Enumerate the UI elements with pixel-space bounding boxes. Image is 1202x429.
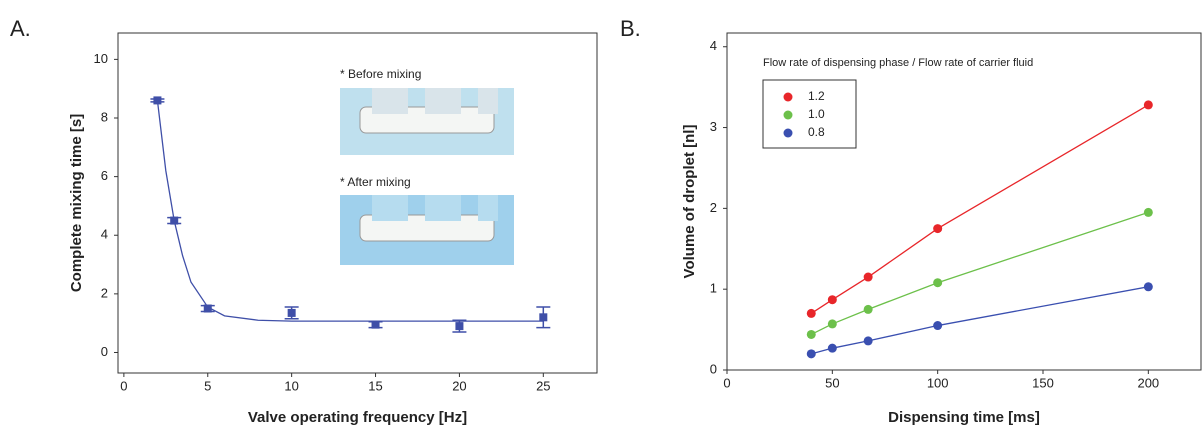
point — [827, 343, 837, 353]
x-tick-label: 100 — [927, 375, 949, 390]
series-line — [810, 211, 1149, 336]
x-tick-label: 10 — [284, 378, 298, 393]
legend-marker — [783, 92, 793, 102]
y-tick-label: 4 — [101, 227, 108, 242]
panel-label: B. — [620, 16, 641, 41]
x-tick-label: 20 — [452, 378, 466, 393]
y-tick-label: 2 — [710, 200, 717, 215]
plot-frame — [726, 32, 1202, 371]
x-axis-title: Dispensing time [ms] — [888, 409, 1040, 426]
x-tick-label: 150 — [1032, 375, 1054, 390]
y-tick-label: 1 — [710, 281, 717, 296]
annotation: * Before mixing — [340, 67, 421, 81]
x-tick-label: 25 — [536, 378, 550, 393]
y-tick-label: 0 — [101, 344, 108, 359]
point — [539, 313, 548, 322]
point — [153, 96, 162, 105]
point — [806, 329, 816, 339]
series-line — [811, 286, 1149, 355]
x-tick-label: 5 — [204, 378, 211, 393]
panel-label: A. — [10, 16, 31, 41]
y-axis-title: Complete mixing time [s] — [68, 114, 85, 292]
point — [1143, 282, 1153, 292]
y-tick-label: 8 — [101, 109, 108, 124]
point — [1143, 207, 1153, 217]
point — [933, 321, 943, 331]
y-tick-label: 3 — [710, 119, 717, 134]
point — [933, 224, 943, 234]
point — [933, 278, 943, 288]
y-tick-label: 4 — [710, 38, 717, 53]
y-tick-label: 10 — [94, 51, 108, 66]
legend-label: 0.8 — [808, 125, 825, 139]
inset-before — [340, 88, 514, 155]
legend-label: 1.0 — [808, 107, 825, 121]
x-tick-label: 50 — [825, 375, 839, 390]
legend-box — [762, 79, 857, 149]
y-tick-label: 0 — [710, 361, 717, 376]
point — [287, 308, 296, 317]
x-tick-label: 15 — [368, 378, 382, 393]
y-tick-label: 2 — [101, 285, 108, 300]
point — [1143, 100, 1153, 110]
x-tick-label: 0 — [120, 378, 127, 393]
annotation: * After mixing — [340, 175, 411, 189]
x-tick-label: 0 — [723, 375, 730, 390]
legend-title: Flow rate of dispensing phase / Flow rat… — [763, 57, 1033, 69]
plot-frame — [117, 32, 598, 374]
point — [371, 320, 380, 329]
legend-marker — [783, 110, 793, 120]
point — [863, 304, 873, 314]
series-line — [810, 104, 1149, 314]
point — [827, 295, 837, 305]
inset-after — [340, 195, 514, 265]
legend-label: 1.2 — [808, 89, 825, 103]
x-axis-title: Valve operating frequency [Hz] — [248, 409, 467, 426]
y-tick-label: 6 — [101, 168, 108, 183]
y-axis-title: Volume of droplet [nl] — [681, 125, 698, 279]
point — [806, 349, 816, 359]
point — [170, 216, 179, 225]
point — [203, 304, 212, 313]
point — [863, 336, 873, 346]
point — [806, 308, 816, 318]
point — [863, 272, 873, 282]
x-tick-label: 200 — [1137, 375, 1159, 390]
point — [827, 319, 837, 329]
point — [455, 322, 464, 331]
legend-marker — [783, 128, 793, 138]
